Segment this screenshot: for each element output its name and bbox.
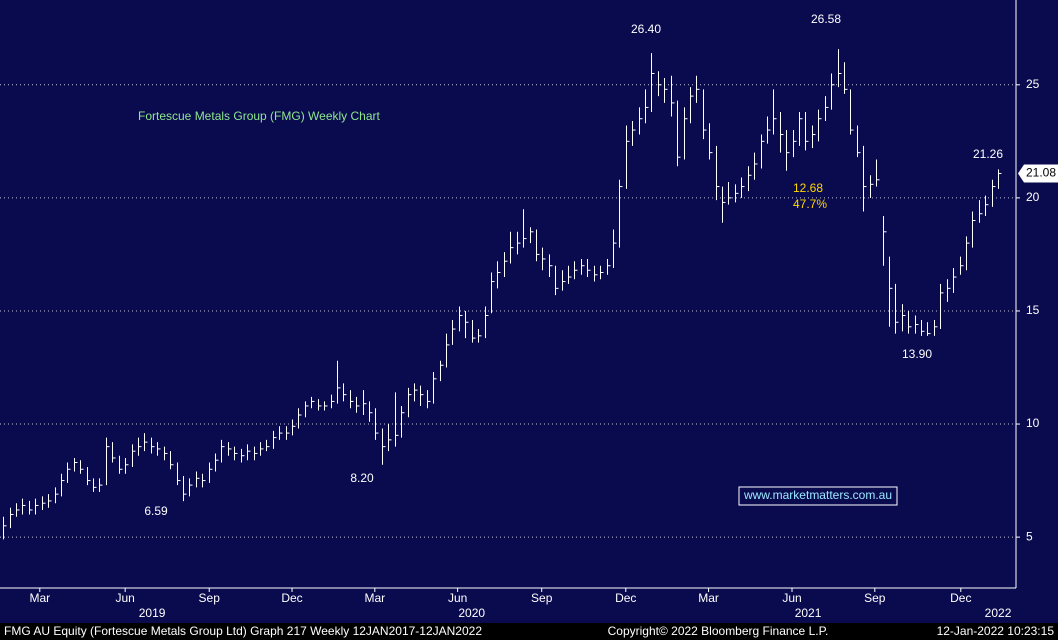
x-tick-label: Mar [29, 591, 50, 605]
x-year-label: 2019 [139, 606, 166, 620]
y-tick-label: 25 [1026, 77, 1040, 91]
x-tick-label: Mar [698, 591, 719, 605]
footer-background [0, 623, 1058, 640]
annotation: 13.90 [902, 347, 932, 361]
annotation: 12.68 [793, 181, 823, 195]
x-tick-label: Sep [199, 591, 221, 605]
annotation: 21.26 [973, 147, 1003, 161]
x-tick-label: Dec [281, 591, 302, 605]
annotation: 8.20 [350, 471, 374, 485]
x-tick-label: Sep [864, 591, 886, 605]
last-price-label: 21.08 [1026, 166, 1056, 180]
annotation: 47.7% [793, 197, 827, 211]
y-tick-label: 10 [1026, 416, 1040, 430]
x-tick-label: Jun [448, 591, 467, 605]
last-price-box [1018, 164, 1058, 183]
watermark-box [738, 486, 898, 506]
footer-right: 12-Jan-2022 10:23:15 [937, 624, 1055, 638]
y-tick-label: 20 [1026, 190, 1040, 204]
x-tick-label: Sep [531, 591, 553, 605]
footer-center: Copyright© 2022 Bloomberg Finance L.P. [608, 624, 829, 638]
chart-background [0, 0, 1058, 623]
x-tick-label: Jun [115, 591, 134, 605]
y-tick-label: 15 [1026, 303, 1040, 317]
annotation: 6.59 [144, 504, 168, 518]
x-year-label: 2021 [795, 606, 822, 620]
x-tick-label: Jun [782, 591, 801, 605]
chart-title: Fortescue Metals Group (FMG) Weekly Char… [138, 109, 381, 123]
x-year-label: 2022 [985, 606, 1012, 620]
x-tick-label: Mar [364, 591, 385, 605]
annotation: 26.40 [631, 22, 661, 36]
x-year-label: 2020 [458, 606, 485, 620]
y-tick-label: 5 [1026, 529, 1033, 543]
x-tick-label: Dec [615, 591, 636, 605]
watermark: www.marketmatters.com.au [743, 488, 892, 502]
annotation: 26.58 [811, 12, 841, 26]
x-tick-label: Dec [950, 591, 971, 605]
footer-left: FMG AU Equity (Fortescue Metals Group Lt… [4, 624, 482, 638]
